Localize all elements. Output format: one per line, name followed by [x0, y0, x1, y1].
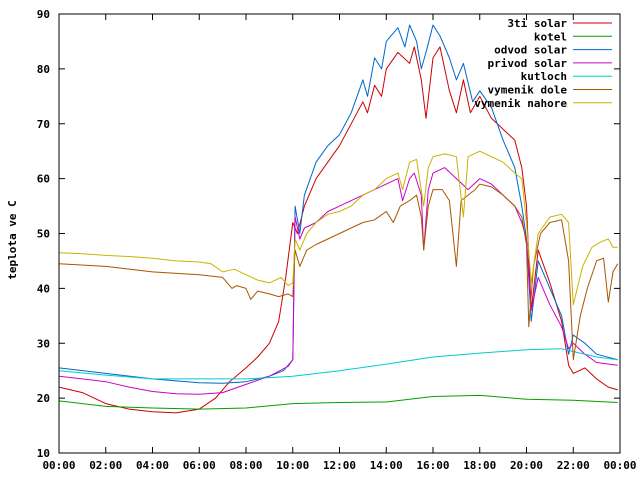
series-line-1 [58, 394, 618, 410]
x-tick-label: 00:00 [42, 459, 75, 472]
x-tick-label: 10:00 [276, 459, 309, 472]
y-tick-label: 50 [37, 228, 50, 241]
legend-label: odvod solar [494, 44, 567, 57]
x-tick-label: 02:00 [89, 459, 122, 472]
x-tick-label: 06:00 [183, 459, 216, 472]
x-tick-label: 20:00 [510, 459, 543, 472]
x-tick-label: 08:00 [229, 459, 262, 472]
legend-label: kotel [534, 30, 567, 43]
legend-label: vymenik dole [488, 84, 568, 97]
legend-label: kutloch [521, 70, 567, 83]
x-tick-label: 14:00 [370, 459, 403, 472]
x-tick-label: 00:00 [603, 459, 636, 472]
y-tick-label: 80 [37, 63, 50, 76]
x-tick-label: 22:00 [557, 459, 590, 472]
y-tick-label: 90 [37, 8, 50, 21]
x-tick-label: 16:00 [416, 459, 449, 472]
y-tick-label: 70 [37, 118, 50, 131]
x-tick-label: 18:00 [463, 459, 496, 472]
y-tick-label: 40 [37, 282, 50, 295]
series-line-3 [58, 167, 618, 395]
series-line-6 [58, 150, 618, 306]
series-line-5 [58, 183, 619, 361]
y-tick-label: 10 [37, 447, 50, 460]
y-axis-label: teplota ve C [6, 200, 19, 279]
x-tick-label: 12:00 [323, 459, 356, 472]
legend-label: vymenik nahore [474, 97, 567, 110]
series-layer [58, 24, 619, 414]
series-line-4 [58, 348, 618, 380]
y-tick-label: 20 [37, 392, 50, 405]
y-tick-label: 60 [37, 173, 50, 186]
y-tick-label: 30 [37, 337, 50, 350]
series-line-0 [58, 46, 618, 414]
legend-label: privod solar [488, 57, 568, 70]
axes-layer: 10 20 30 40 50 60 70 80 90 00:00 02:00 04:00 06:00 08… [37, 8, 637, 472]
legend-label: 3ti solar [507, 17, 567, 30]
x-tick-label: 04:00 [136, 459, 169, 472]
